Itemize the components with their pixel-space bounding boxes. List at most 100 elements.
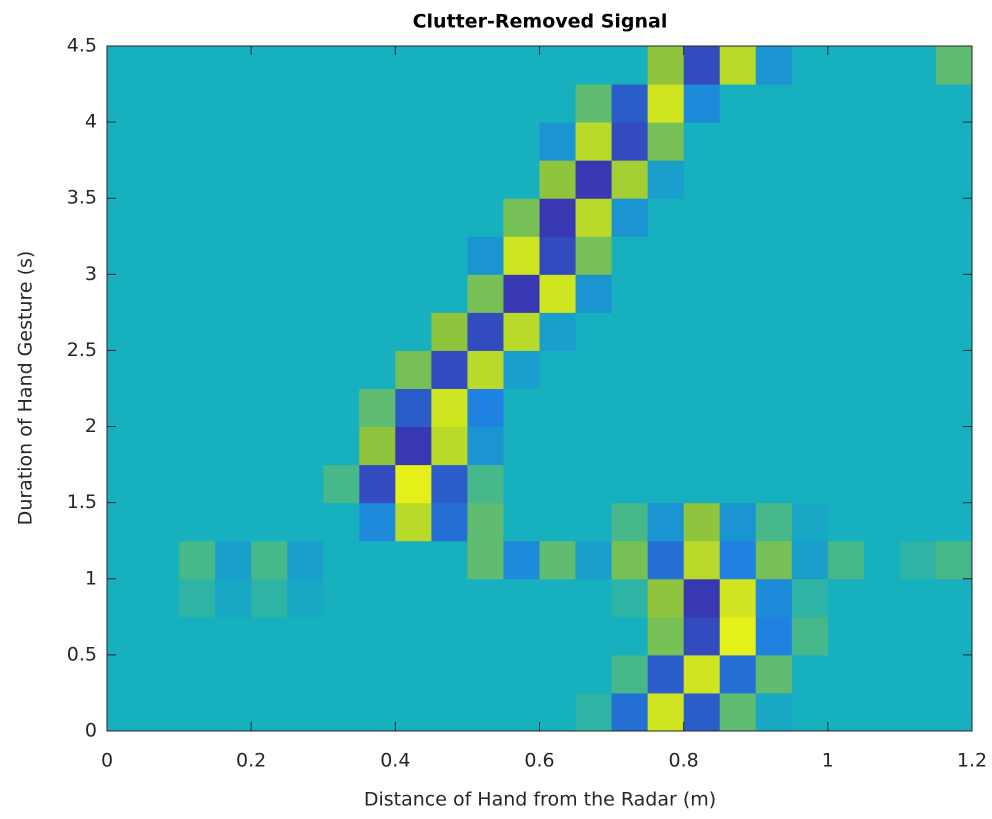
heatmap-cell (827, 388, 865, 428)
heatmap-cell (719, 654, 757, 694)
heatmap-cell (287, 616, 324, 656)
heatmap-cell (575, 46, 613, 85)
heatmap-cell (935, 578, 973, 618)
heatmap-cell (143, 274, 180, 313)
heatmap-cell (791, 84, 829, 123)
heatmap-cell (503, 122, 540, 161)
heatmap-cell (755, 312, 793, 351)
heatmap-cell (251, 46, 288, 85)
heatmap-cell (467, 654, 504, 694)
heatmap-cell (791, 388, 829, 428)
heatmap-cell (395, 426, 432, 466)
heatmap-cell (539, 198, 577, 237)
heatmap-cell (575, 464, 613, 504)
heatmap-cell (863, 426, 901, 466)
heatmap-cell (323, 236, 360, 275)
heatmap-cell (287, 236, 324, 275)
heatmap-cell (431, 502, 468, 542)
heatmap-cell (503, 578, 540, 618)
heatmap-cell (935, 46, 973, 85)
heatmap-cell (467, 502, 504, 542)
heatmap-cell (935, 464, 973, 504)
heatmap-cell (323, 426, 360, 466)
heatmap-cell (827, 426, 865, 466)
heatmap-cell (215, 312, 252, 351)
heatmap-cell (503, 426, 540, 466)
heatmap-cell (395, 46, 432, 85)
heatmap-cell (107, 84, 144, 123)
heatmap-cell (287, 160, 324, 199)
heatmap-cell (575, 312, 613, 351)
heatmap-cell (107, 540, 144, 580)
heatmap-cell (755, 84, 793, 123)
heatmap-cell (395, 236, 432, 275)
heatmap-cell (359, 274, 396, 313)
heatmap-cell (251, 578, 288, 618)
heatmap-cell (791, 46, 829, 85)
heatmap-cell (683, 654, 721, 694)
heatmap-cell (251, 198, 288, 237)
heatmap-cell (611, 312, 649, 351)
heatmap-cell (647, 122, 685, 161)
y-tick-label: 0 (85, 720, 97, 742)
heatmap-cell (323, 84, 360, 123)
heatmap-cell (539, 388, 577, 428)
heatmap-cell (143, 350, 180, 389)
heatmap-cell (359, 692, 396, 732)
heatmap-cell (395, 350, 432, 389)
heatmap-cell (611, 160, 649, 199)
heatmap-cell (827, 540, 865, 580)
heatmap-cell (287, 426, 324, 466)
heatmap-cell (791, 540, 829, 580)
heatmap-cell (719, 198, 757, 237)
heatmap-cell (899, 502, 937, 542)
heatmap-cell (359, 464, 396, 504)
heatmap-cell (647, 578, 685, 618)
heatmap-cell (827, 692, 865, 732)
heatmap-cell (431, 274, 468, 313)
heatmap-cell (179, 46, 216, 85)
heatmap-cell (395, 692, 432, 732)
heatmap-cell (539, 236, 577, 275)
heatmap-cell (395, 654, 432, 694)
heatmap-cell (575, 540, 613, 580)
heatmap-cell (251, 312, 288, 351)
heatmap-cell (719, 578, 757, 618)
x-tick-label: 1 (822, 750, 834, 772)
heatmap-cell (899, 616, 937, 656)
heatmap-cell (359, 160, 396, 199)
heatmap-cell (683, 616, 721, 656)
heatmap-cell (143, 84, 180, 123)
heatmap-cell (107, 312, 144, 351)
heatmap-cell (107, 654, 144, 694)
heatmap-cell (251, 464, 288, 504)
heatmap-cell (863, 578, 901, 618)
heatmap-cell (467, 84, 504, 123)
heatmap-cell (251, 692, 288, 732)
heatmap-cell (863, 350, 901, 389)
heatmap-cell (539, 464, 577, 504)
heatmap-cell (899, 426, 937, 466)
heatmap-cell (179, 312, 216, 351)
heatmap-cell (107, 236, 144, 275)
heatmap-cell (287, 654, 324, 694)
heatmap-cell (179, 350, 216, 389)
heatmap-cell (575, 160, 613, 199)
heatmap-cell (683, 464, 721, 504)
heatmap-cell (179, 540, 216, 580)
heatmap-cell (899, 654, 937, 694)
heatmap-cell (575, 198, 613, 237)
heatmap-cell (755, 122, 793, 161)
heatmap-cell (395, 84, 432, 123)
heatmap-cell (503, 388, 540, 428)
heatmap-cell (215, 350, 252, 389)
heatmap-cell (863, 692, 901, 732)
heatmap-cell (143, 160, 180, 199)
heatmap-cell (179, 654, 216, 694)
x-tick-label: 0.6 (524, 750, 554, 772)
heatmap-cell (935, 236, 973, 275)
heatmap-cell (359, 350, 396, 389)
axes: 0 0.2 0.4 0.6 0.8 1 1.2 0 0.5 1 1.5 2 2.5 3 3.5 4 4.5 (67, 35, 987, 772)
heatmap-cell (647, 502, 685, 542)
heatmap-cell (323, 654, 360, 694)
